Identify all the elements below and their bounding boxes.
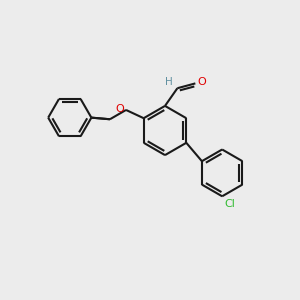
Text: O: O xyxy=(116,104,124,114)
Text: Cl: Cl xyxy=(225,199,236,209)
Text: H: H xyxy=(164,77,172,87)
Text: O: O xyxy=(197,77,206,87)
